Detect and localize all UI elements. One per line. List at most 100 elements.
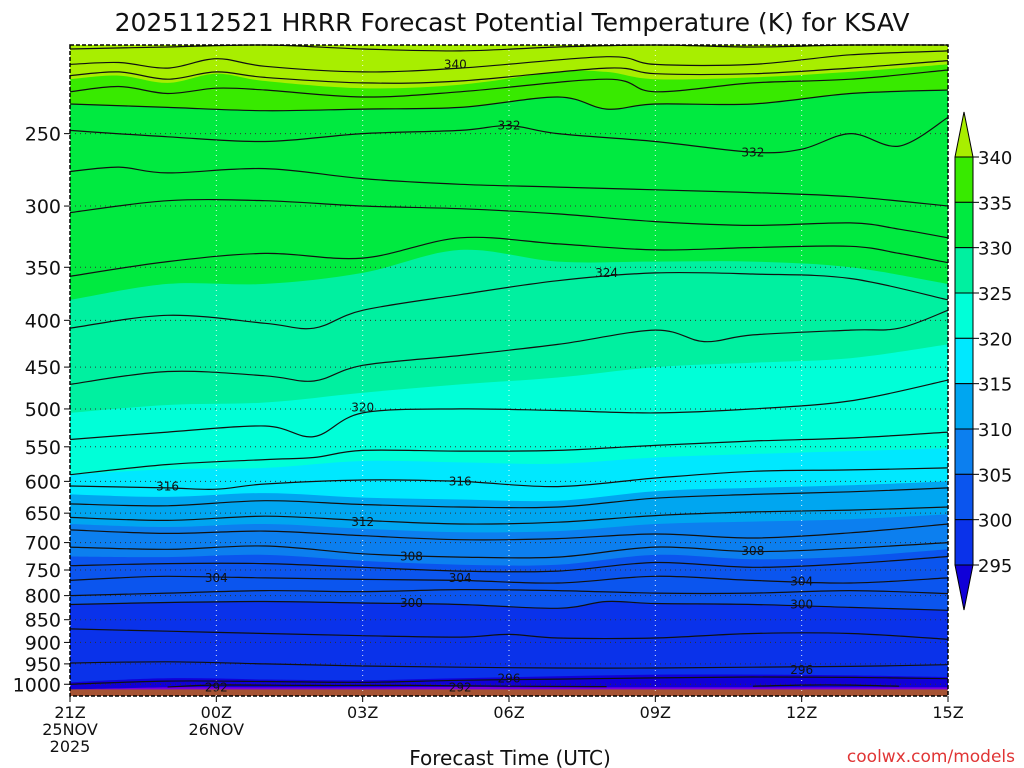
contour-label-16: 296 <box>790 663 813 677</box>
y-tick-label-800: 800 <box>25 586 61 608</box>
contour-line-330-6 <box>69 166 949 207</box>
colorbar-swatch-3 <box>954 292 974 339</box>
contour-label-7: 312 <box>351 515 374 529</box>
color-region-9 <box>70 601 948 696</box>
y-tick-label-750: 750 <box>25 560 61 582</box>
ground-band <box>70 689 948 696</box>
x-tick-label-18-0: 15Z <box>932 703 963 722</box>
y-axis: 2503003504004505005506006507007508008509… <box>13 124 70 696</box>
colorbar-label-335: 335 <box>978 193 1012 214</box>
colorbar-bottom-triangle <box>954 564 974 611</box>
contour-label-3: 324 <box>595 266 618 280</box>
contour-line-308-17 <box>69 542 949 559</box>
contour-line-302-20 <box>69 588 949 597</box>
y-tick-label-350: 350 <box>25 257 61 279</box>
contour-label-17: 292 <box>205 680 228 694</box>
x-tick-label-6-0: 03Z <box>347 703 378 722</box>
colorbar-label-315: 315 <box>978 375 1012 396</box>
colorbar-top-triangle <box>954 111 974 158</box>
y-tick-label-500: 500 <box>25 399 61 421</box>
contour-line-340-1 <box>69 50 949 73</box>
contour-label-10: 304 <box>205 571 228 585</box>
x-axis-title: Forecast Time (UTC) <box>409 746 611 768</box>
y-tick-label-250: 250 <box>25 124 61 146</box>
x-tick-label-15-0: 12Z <box>786 703 817 722</box>
contour-line-294-24 <box>69 676 949 685</box>
y-tick-label-450: 450 <box>25 357 61 379</box>
x-tick-label-12-0: 09Z <box>640 703 671 722</box>
contour-line-292-26 <box>752 684 900 687</box>
contour-label-4: 320 <box>351 400 374 414</box>
colorbar-label-310: 310 <box>978 420 1012 441</box>
colorbar-swatch-2 <box>954 247 974 294</box>
contour-line-314-14 <box>69 487 949 509</box>
y-tick-label-1000: 1000 <box>13 674 61 696</box>
contour-label-15: 296 <box>498 671 521 685</box>
y-tick-label-700: 700 <box>25 533 61 555</box>
contour-line-328-7 <box>69 198 949 239</box>
colorbar-label-295: 295 <box>978 556 1012 577</box>
filled-contour-regions <box>70 45 948 697</box>
x-tick-label-0-2: 2025 <box>50 737 91 756</box>
contour-line-306-18 <box>69 555 949 573</box>
contour-label-5: 316 <box>156 480 179 494</box>
colorbar-label-300: 300 <box>978 511 1012 532</box>
contour-label-8: 308 <box>400 550 423 564</box>
colorbar-swatch-4 <box>954 337 974 385</box>
y-tick-label-600: 600 <box>25 471 61 493</box>
colorbar-swatch-6 <box>954 428 974 475</box>
contour-label-6: 316 <box>449 474 472 488</box>
contour-line-332-5 <box>69 116 949 154</box>
colorbar-swatch-8 <box>954 519 974 566</box>
contour-line-316-13 <box>69 467 949 490</box>
credit-text: coolwx.com/models <box>847 747 1015 767</box>
contour-label-9: 308 <box>741 544 764 558</box>
contour-label-0: 340 <box>444 57 467 71</box>
contour-label-1: 332 <box>498 119 521 133</box>
colorbar-label-330: 330 <box>978 239 1012 260</box>
colorbar-label-305: 305 <box>978 465 1012 486</box>
y-tick-label-400: 400 <box>25 310 61 332</box>
contour-line-322-10 <box>69 309 949 385</box>
y-tick-label-650: 650 <box>25 503 61 525</box>
contour-line-292-25 <box>167 684 607 688</box>
x-tick-label-0-0: 21Z <box>54 703 85 722</box>
colorbar-swatch-1 <box>954 201 974 249</box>
x-tick-label-9-0: 06Z <box>493 703 524 722</box>
contour-label-14: 300 <box>790 597 813 611</box>
chart-title: 2025112521 HRRR Forecast Potential Tempe… <box>115 8 910 37</box>
contour-line-318-12 <box>69 431 949 476</box>
contour-label-18: 292 <box>449 680 472 694</box>
colorbar-swatch-0 <box>954 156 974 203</box>
y-tick-label-550: 550 <box>25 437 61 459</box>
y-tick-label-900: 900 <box>25 632 61 654</box>
contour-labels: 340 332 332 324 320 316 316 312 308 308 304 304 304 3… <box>156 57 813 694</box>
contour-line-304-19 <box>69 575 949 584</box>
x-tick-label-3-1: 26NOV <box>189 720 245 739</box>
contour-line-334-4 <box>69 89 949 112</box>
contour-line-326-8 <box>69 236 949 277</box>
contour-line-312-15 <box>69 506 949 525</box>
contour-line-320-11 <box>69 379 949 441</box>
contour-line-296-23 <box>69 661 949 669</box>
contour-line-324-9 <box>69 271 949 330</box>
contour-line-310-16 <box>69 523 949 541</box>
colorbar-label-340: 340 <box>978 148 1012 169</box>
contour-label-11: 304 <box>449 571 472 585</box>
x-tick-label-3-0: 00Z <box>201 703 232 722</box>
y-tick-label-950: 950 <box>25 654 61 676</box>
colorbar-legend: 295 300 305 310 315 320 325 330 335 340 <box>954 111 1012 611</box>
colorbar-label-320: 320 <box>978 329 1012 350</box>
contour-line-338-2 <box>69 60 949 84</box>
contour-line-300-21 <box>69 600 949 611</box>
colorbar-swatch-5 <box>954 383 974 430</box>
contour-line-336-3 <box>69 69 949 98</box>
contour-label-12: 304 <box>790 574 813 588</box>
contour-line-298-22 <box>69 628 949 640</box>
x-tick-label-0-1: 25NOV <box>42 720 98 739</box>
y-tick-label-850: 850 <box>25 610 61 632</box>
y-tick-label-300: 300 <box>25 196 61 218</box>
